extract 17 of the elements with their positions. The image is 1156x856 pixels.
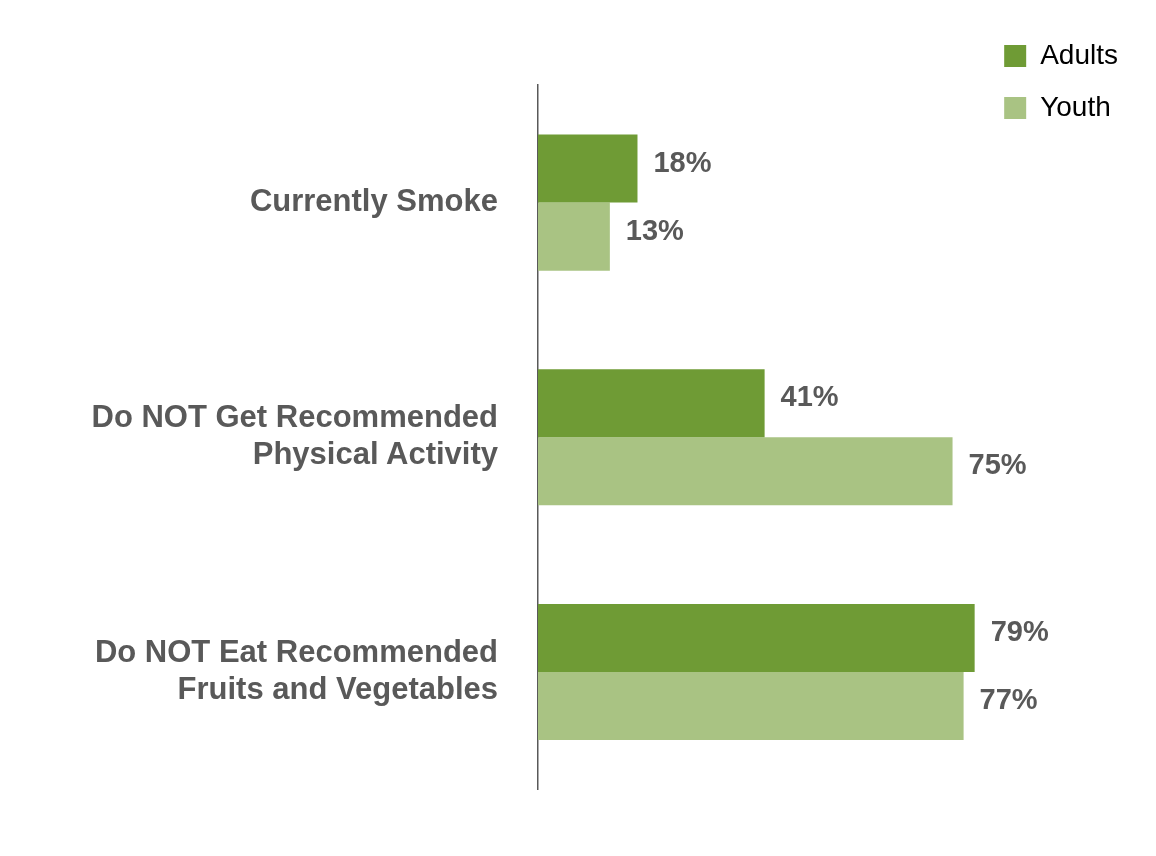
- y-tick-label: Do NOT Eat Recommended Fruits and Vegetables: [94, 633, 498, 707]
- bar: [538, 437, 953, 506]
- legend-label: Adults: [1040, 38, 1119, 70]
- data-label: 77%: [979, 683, 1038, 716]
- bar: [538, 134, 638, 203]
- legend-label: Youth: [1040, 90, 1111, 122]
- bar: [538, 369, 765, 438]
- y-tick-label: Do NOT Get Recommended Physical Activity: [91, 399, 499, 472]
- bar: [538, 672, 964, 741]
- y-tick-label: Currently Smoke: [249, 183, 498, 219]
- data-label: 41%: [780, 380, 839, 413]
- data-label: 79%: [990, 615, 1049, 647]
- bar: [538, 603, 975, 673]
- data-label: 75%: [968, 448, 1027, 481]
- data-label: 13%: [625, 213, 685, 246]
- data-label: 18%: [653, 145, 712, 178]
- bar: [538, 202, 610, 271]
